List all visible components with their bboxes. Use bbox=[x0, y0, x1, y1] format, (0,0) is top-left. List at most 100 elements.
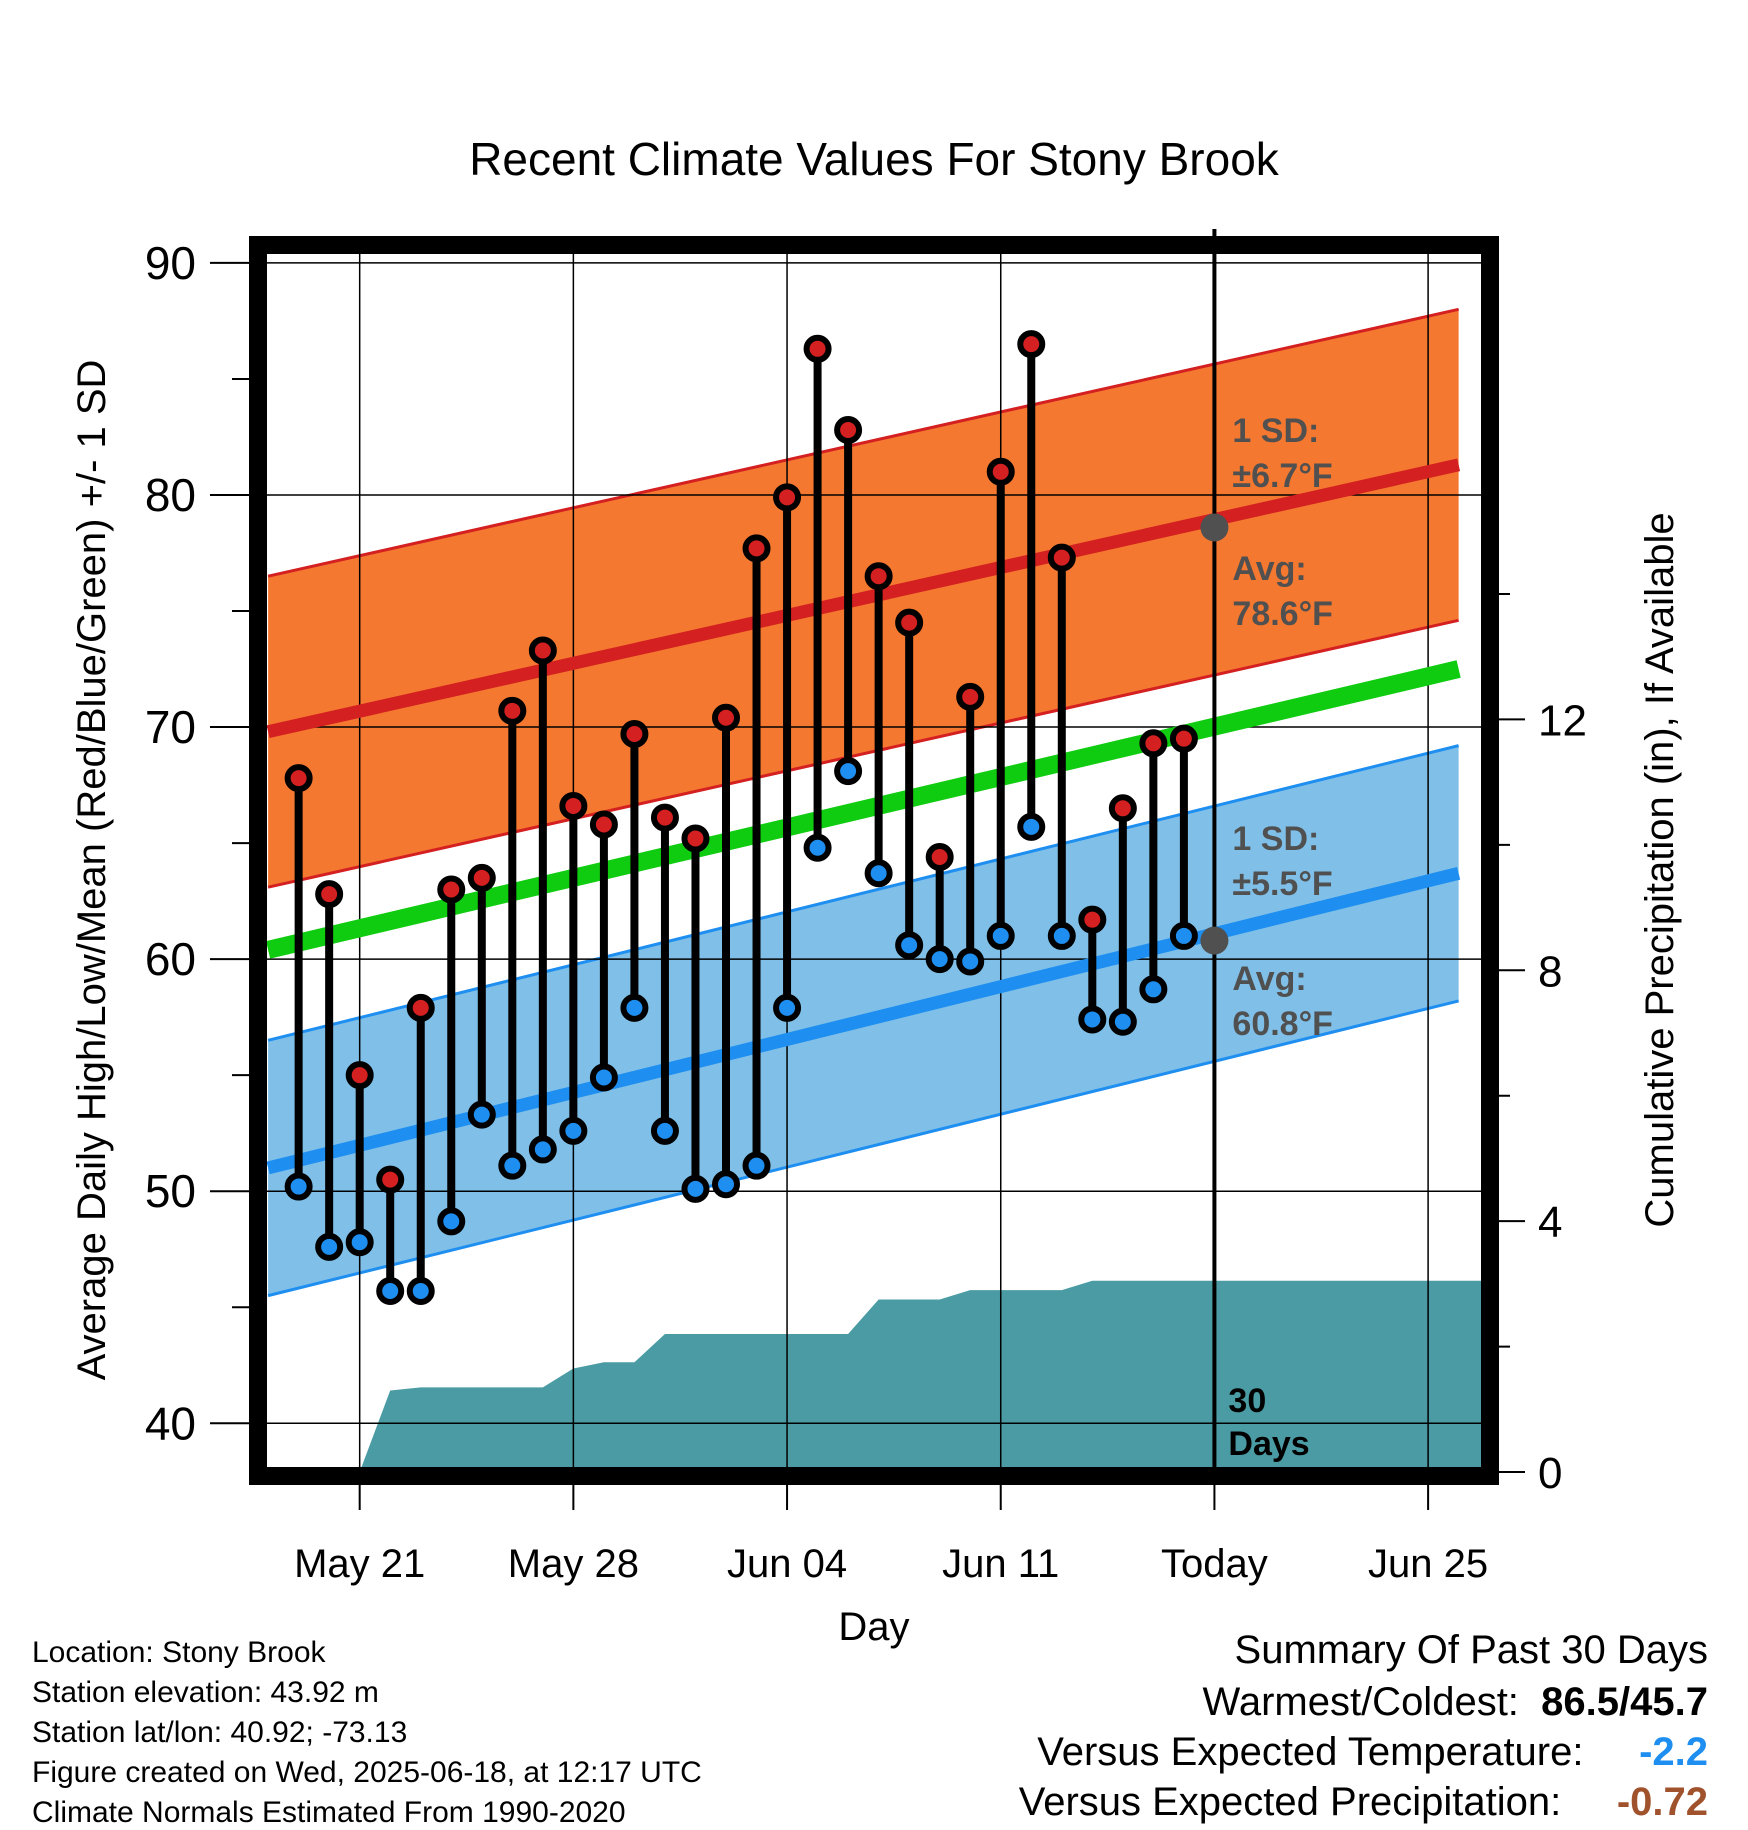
x-tick-label: Jun 04 bbox=[727, 1542, 847, 1586]
latlon-text: Station lat/lon: 40.92; -73.13 bbox=[32, 1716, 408, 1749]
y-tick-label: 70 bbox=[145, 701, 196, 753]
daily-low-point bbox=[406, 1276, 435, 1305]
low-avg-annotation-line1: Avg: bbox=[1232, 960, 1306, 998]
daily-low-point bbox=[376, 1276, 405, 1305]
daily-low-point bbox=[803, 833, 832, 862]
warm-cold-label: Warmest/Coldest: bbox=[1202, 1680, 1519, 1724]
right-tick-label: 0 bbox=[1538, 1449, 1562, 1498]
daily-high-point bbox=[559, 791, 588, 820]
y-tick-label: 40 bbox=[145, 1397, 196, 1449]
daily-low-point bbox=[895, 931, 924, 960]
daily-high-point bbox=[1017, 330, 1046, 359]
today-avg-low-dot bbox=[1200, 926, 1229, 955]
daily-low-point bbox=[773, 993, 802, 1022]
x-tick-label: Jun 11 bbox=[942, 1542, 1059, 1586]
daily-low-point bbox=[589, 1063, 618, 1092]
warm-cold-separator: / bbox=[1619, 1680, 1631, 1724]
daily-low-point bbox=[559, 1116, 588, 1145]
warmest-value: 86.5 bbox=[1541, 1680, 1620, 1724]
daily-high-point bbox=[589, 810, 618, 839]
today-avg-high-dot bbox=[1200, 513, 1229, 542]
daily-low-point bbox=[986, 921, 1015, 950]
daily-low-point bbox=[925, 945, 954, 974]
precip-label: Versus Expected Precipitation: bbox=[1018, 1780, 1562, 1824]
daily-high-point bbox=[925, 843, 954, 872]
daily-high-point bbox=[1169, 724, 1198, 753]
x-axis-label: Day bbox=[838, 1605, 909, 1649]
daily-low-point bbox=[1047, 921, 1076, 950]
daily-high-point bbox=[650, 803, 679, 832]
right-axis-label: Cumulative Precipitation (in), If Availa… bbox=[1638, 512, 1682, 1227]
daily-low-point bbox=[1108, 1007, 1137, 1036]
daily-low-point bbox=[834, 757, 863, 786]
high-sd-annotation-line2: ±6.7°F bbox=[1232, 457, 1332, 495]
days-annotation-line1: 30 bbox=[1228, 1382, 1266, 1420]
chart-title: Recent Climate Values For Stony Brook bbox=[469, 133, 1280, 185]
daily-high-point bbox=[834, 416, 863, 445]
right-tick-label: 4 bbox=[1538, 1198, 1562, 1247]
x-tick-label: Jun 25 bbox=[1368, 1542, 1488, 1586]
location-text: Location: Stony Brook bbox=[32, 1636, 326, 1669]
daily-low-point bbox=[681, 1174, 710, 1203]
y-tick-label: 80 bbox=[145, 469, 196, 521]
x-tick-label: May 28 bbox=[508, 1542, 639, 1586]
daily-high-point bbox=[895, 608, 924, 637]
right-tick-label: 12 bbox=[1538, 696, 1587, 745]
coldest-value: 45.7 bbox=[1630, 1680, 1708, 1724]
daily-high-point bbox=[620, 720, 649, 749]
low-sd-upper-edge bbox=[267, 744, 1459, 1042]
avg-mean-line bbox=[266, 660, 1461, 959]
created-text: Figure created on Wed, 2025-06-18, at 12… bbox=[32, 1756, 702, 1789]
avg-low-line bbox=[266, 866, 1461, 1175]
daily-low-point bbox=[956, 947, 985, 976]
daily-low-point bbox=[528, 1135, 557, 1164]
daily-high-point bbox=[986, 457, 1015, 486]
plot-area: 1 SD: ±6.7°F Avg: 78.6°F 1 SD: ±5.5°F Avg: 60.8… bbox=[145, 229, 1587, 1586]
plot-content bbox=[248, 249, 1494, 1472]
daily-low-point bbox=[498, 1151, 527, 1180]
daily-low-point bbox=[1078, 1005, 1107, 1034]
low-sd-lower-edge bbox=[267, 999, 1459, 1298]
daily-high-point bbox=[712, 703, 740, 732]
x-tick-label: May 21 bbox=[294, 1542, 425, 1586]
daily-low-point bbox=[284, 1172, 313, 1201]
daily-low-point bbox=[345, 1228, 374, 1257]
daily-high-point bbox=[437, 875, 466, 904]
low-sd-annotation-line2: ±5.5°F bbox=[1232, 865, 1332, 903]
daily-low-point bbox=[864, 859, 893, 888]
daily-high-point bbox=[406, 993, 435, 1022]
daily-high-point bbox=[498, 696, 527, 725]
daily-high-point bbox=[528, 636, 557, 665]
daily-high-point bbox=[1047, 543, 1076, 572]
high-sd-lower-edge bbox=[267, 618, 1459, 889]
temp-label: Versus Expected Temperature: bbox=[1037, 1730, 1584, 1774]
high-avg-annotation-line1: Avg: bbox=[1232, 550, 1306, 588]
daily-high-point bbox=[376, 1165, 405, 1194]
daily-high-point bbox=[956, 682, 985, 711]
daily-high-point bbox=[1139, 729, 1168, 758]
precip-value: -0.72 bbox=[1616, 1780, 1708, 1824]
summary-precipitation: Versus Expected Precipitation: -0.72 bbox=[1019, 1780, 1708, 1825]
elevation-text: Station elevation: 43.92 m bbox=[32, 1676, 379, 1709]
daily-high-point bbox=[1078, 905, 1107, 934]
right-tick-label: 8 bbox=[1538, 947, 1562, 996]
y-tick-label: 50 bbox=[145, 1165, 196, 1217]
daily-low-point bbox=[1139, 975, 1168, 1004]
daily-low-point bbox=[467, 1100, 496, 1129]
daily-low-point bbox=[437, 1207, 466, 1236]
high-sd-upper-edge bbox=[267, 307, 1459, 578]
daily-low-point bbox=[742, 1151, 771, 1180]
days-annotation-line2: Days bbox=[1228, 1425, 1309, 1463]
temp-value: -2.2 bbox=[1639, 1730, 1708, 1774]
daily-high-point bbox=[681, 824, 710, 853]
daily-high-point bbox=[467, 863, 496, 892]
daily-low-point bbox=[315, 1232, 344, 1261]
daily-high-point bbox=[1108, 794, 1137, 823]
summary-warmest-coldest: Warmest/Coldest: 86.5/45.7 bbox=[1203, 1680, 1708, 1725]
daily-high-point bbox=[773, 483, 802, 512]
daily-low-point bbox=[620, 993, 649, 1022]
high-avg-annotation-line2: 78.6°F bbox=[1232, 595, 1333, 633]
daily-low-point bbox=[650, 1116, 679, 1145]
summary-heading: Summary Of Past 30 Days bbox=[1234, 1628, 1708, 1672]
